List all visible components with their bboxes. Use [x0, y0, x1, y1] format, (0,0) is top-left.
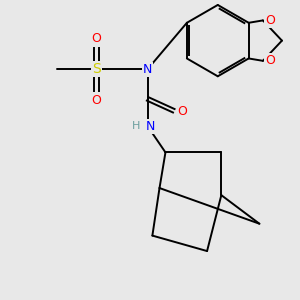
Text: O: O — [92, 32, 101, 45]
Text: N: N — [145, 120, 155, 133]
Text: N: N — [143, 63, 152, 76]
Text: S: S — [92, 62, 101, 76]
Text: O: O — [265, 54, 275, 67]
Text: H: H — [131, 121, 140, 131]
Text: O: O — [92, 94, 101, 106]
Text: O: O — [265, 14, 275, 27]
Text: O: O — [177, 106, 187, 118]
